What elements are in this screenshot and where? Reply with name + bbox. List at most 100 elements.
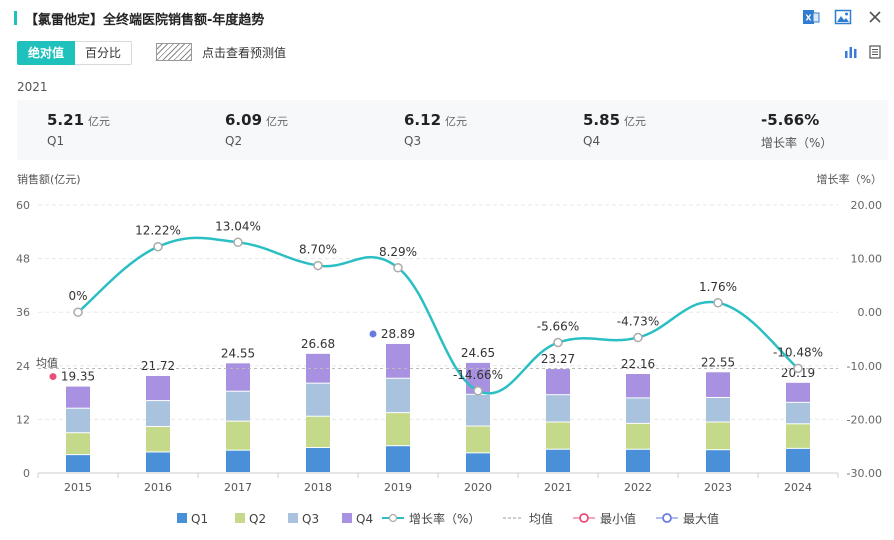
min-marker [49,373,57,381]
bar-q1 [226,450,250,472]
bar-q4 [706,372,730,397]
stat-label: Q1 [47,134,65,148]
bar-q4 [386,343,410,378]
x-tick-label: 2020 [464,481,492,494]
y2-tick-label: 0.00 [858,306,883,319]
forecast-label: 点击查看预测值 [202,45,287,60]
growth-point [313,260,323,271]
bar-q2 [66,433,90,455]
bar-chart-view-icon[interactable] [844,45,858,59]
bar-q1 [66,455,90,472]
total-label: 26.68 [301,337,335,351]
y2-tick-label: 10.00 [851,253,883,266]
bar-q1 [786,448,810,472]
percent-button[interactable]: 百分比 [75,41,133,65]
bar-q4 [626,374,650,398]
stat-label: Q3 [404,134,422,148]
stat-unit: 亿元 [266,115,289,128]
growth-label: -5.66% [537,320,579,334]
bar-q2 [466,426,490,453]
forecast-toggle[interactable]: 点击查看预测值 [156,43,286,61]
total-label: 19.35 [61,370,95,384]
table-view-icon[interactable] [868,45,882,59]
legend-swatch-min [579,513,589,523]
bar-q3 [66,408,90,433]
bar-q3 [386,378,410,413]
close-icon[interactable] [866,8,884,26]
growth-label: 13.04% [215,219,261,233]
bar-q1 [626,449,650,472]
total-label: 24.55 [221,346,255,360]
y-tick-label: 0 [23,467,30,480]
view-icons [844,45,882,59]
legend-label: Q1 [191,512,208,526]
stat-value: 5.21 [47,111,85,129]
legend-label: Q3 [302,512,319,526]
legend-label: Q2 [249,512,266,526]
bar-q1 [546,449,570,472]
legend-swatch-max [662,513,672,523]
bar-q4 [786,382,810,402]
top-icons: X [802,8,884,26]
legend-label: Q4 [356,512,373,526]
growth-label: 8.29% [379,245,417,259]
growth-point [73,307,83,317]
total-label: 22.16 [621,357,655,371]
y2-tick-label: 20.00 [851,199,883,212]
growth-label: 1.76% [699,280,737,294]
bar-q2 [386,413,410,446]
legend-swatch-q1 [177,513,187,523]
growth-label: -4.73% [617,315,659,329]
total-label: 21.72 [141,359,175,373]
total-label: 24.65 [461,346,495,360]
bar-q3 [786,402,810,424]
y-axis-title: 销售额(亿元) [17,172,81,186]
absolute-value-button[interactable]: 绝对值 [17,41,76,65]
forecast-hatch-swatch [156,43,192,61]
bar-q2 [626,423,650,449]
y2-tick-label: -20.00 [847,413,882,426]
growth-label: 8.70% [299,243,337,257]
bar-q2 [306,416,330,447]
x-tick-label: 2015 [64,481,92,494]
bar-q3 [546,395,570,422]
x-tick-label: 2022 [624,481,652,494]
x-tick-label: 2019 [384,481,412,494]
bar-q4 [226,363,250,391]
x-tick-label: 2024 [784,481,812,494]
excel-export-icon[interactable]: X [802,8,820,26]
y2-tick-label: -10.00 [847,360,882,373]
stat-value: 5.85 [583,111,621,129]
legend-swatch-q2 [235,513,245,523]
growth-point [393,263,403,273]
value-mode-toggle: 绝对值 百分比 [17,41,133,65]
growth-label: -14.66% [453,368,503,382]
x-tick-label: 2016 [144,481,172,494]
title-accent [14,11,17,25]
growth-point [553,337,563,348]
bar-q2 [786,424,810,448]
y2-tick-label: -30.00 [847,467,882,480]
bar-q2 [226,421,250,450]
stat-value: 6.09 [225,111,263,129]
growth-point [633,332,643,343]
bar-q2 [546,422,570,449]
growth-point [713,298,723,308]
stat-q1: 5.21 亿元 Q1 [47,110,110,148]
svg-text:X: X [805,14,812,23]
growth-label: 12.22% [135,224,181,238]
stat-unit: 亿元 [88,115,111,128]
y2-axis-title: 增长率（%） [817,172,882,186]
bar-q4 [146,375,170,401]
stat-growth: -5.66% 增长率（%） [761,110,832,151]
growth-point [793,363,803,374]
stat-unit: 亿元 [624,115,647,128]
stat-unit: 亿元 [445,115,468,128]
legend-label: 增长率（%） [409,511,480,526]
bar-q3 [306,383,330,416]
y-tick-label: 60 [16,199,30,212]
growth-point [153,241,163,252]
stat-q2: 6.09 亿元 Q2 [225,110,288,148]
image-export-icon[interactable] [834,8,852,26]
x-tick-label: 2018 [304,481,332,494]
